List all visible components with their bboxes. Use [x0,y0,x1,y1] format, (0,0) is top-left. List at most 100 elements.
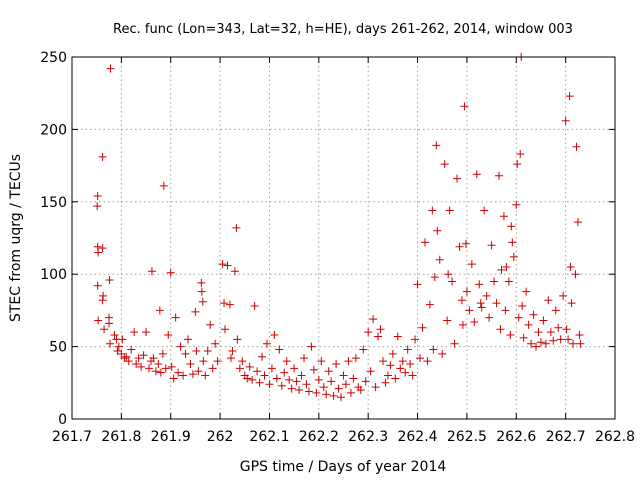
data-point [98,296,107,305]
data-point [322,390,331,399]
data-point [551,306,560,315]
data-point [184,335,193,344]
data-point [366,367,375,376]
data-point [223,261,232,270]
data-point [475,280,484,289]
data-point [559,291,568,300]
data-point [169,374,178,383]
data-point [233,335,242,344]
data-point [494,171,503,180]
data-point [155,306,164,315]
data-point [164,331,173,340]
data-point [120,354,129,363]
y-tick-label: 100 [40,267,67,283]
data-point [396,364,405,373]
data-point [391,374,400,383]
x-tick-label: 262.1 [249,429,289,445]
data-point [571,270,580,279]
data-point [516,150,525,159]
data-point [171,313,180,322]
data-point [450,339,459,348]
data-point [497,265,506,274]
data-point [243,374,252,383]
data-point [220,299,229,308]
data-point [536,338,545,347]
data-point [562,325,571,334]
data-point [413,280,422,289]
data-point [100,325,109,334]
data-point [430,273,439,282]
data-point [327,377,336,386]
data-point [529,310,538,319]
data-point [176,342,185,351]
x-tick-label: 262.7 [546,429,586,445]
data-point [539,316,548,325]
data-point [203,346,212,355]
data-point [201,371,210,380]
data-point [147,267,156,276]
data-point [93,192,102,201]
data-point [275,345,284,354]
data-point [361,377,370,386]
data-point [314,375,323,384]
data-point [346,388,355,397]
data-point [94,316,103,325]
data-point [197,278,206,287]
data-point [487,241,496,250]
data-point [388,349,397,358]
y-tick-label: 0 [58,412,67,428]
data-point [502,262,511,271]
data-point [139,351,148,360]
data-point [93,281,102,290]
data-point [465,306,474,315]
data-point [518,302,527,311]
data-point [282,357,291,366]
data-point [576,339,585,348]
data-point [250,302,259,311]
data-point [499,212,508,221]
data-point [218,260,227,269]
data-point [186,359,195,368]
data-point [208,364,217,373]
data-point [477,303,486,312]
data-point [482,291,491,300]
data-point [369,315,378,324]
data-point [238,357,247,366]
data-point [118,335,127,344]
data-point [161,364,170,373]
data-point [158,349,167,358]
data-point [378,357,387,366]
data-point [453,174,462,183]
data-point [174,368,183,377]
data-point [105,275,114,284]
data-point [418,323,427,332]
data-point [93,202,102,211]
data-point [472,170,481,179]
data-point [364,328,373,337]
data-point [191,307,200,316]
x-tick-label: 261.9 [151,429,191,445]
data-point [460,102,469,111]
data-point [167,362,176,371]
data-point [433,226,442,235]
data-point [519,333,528,342]
data-point [480,206,489,215]
data-point [137,362,146,371]
data-point [406,359,415,368]
data-point [339,371,348,380]
data-point [319,383,328,392]
data-point [564,335,573,344]
data-point [98,244,107,253]
data-point [403,345,412,354]
data-point [458,320,467,329]
data-point [110,331,119,340]
data-point [206,320,215,329]
data-point [228,346,237,355]
data-point [149,354,158,363]
data-point [248,375,257,384]
data-point [556,335,565,344]
data-point [255,378,264,387]
data-point [356,386,365,395]
data-point [509,252,518,261]
data-point [262,339,271,348]
